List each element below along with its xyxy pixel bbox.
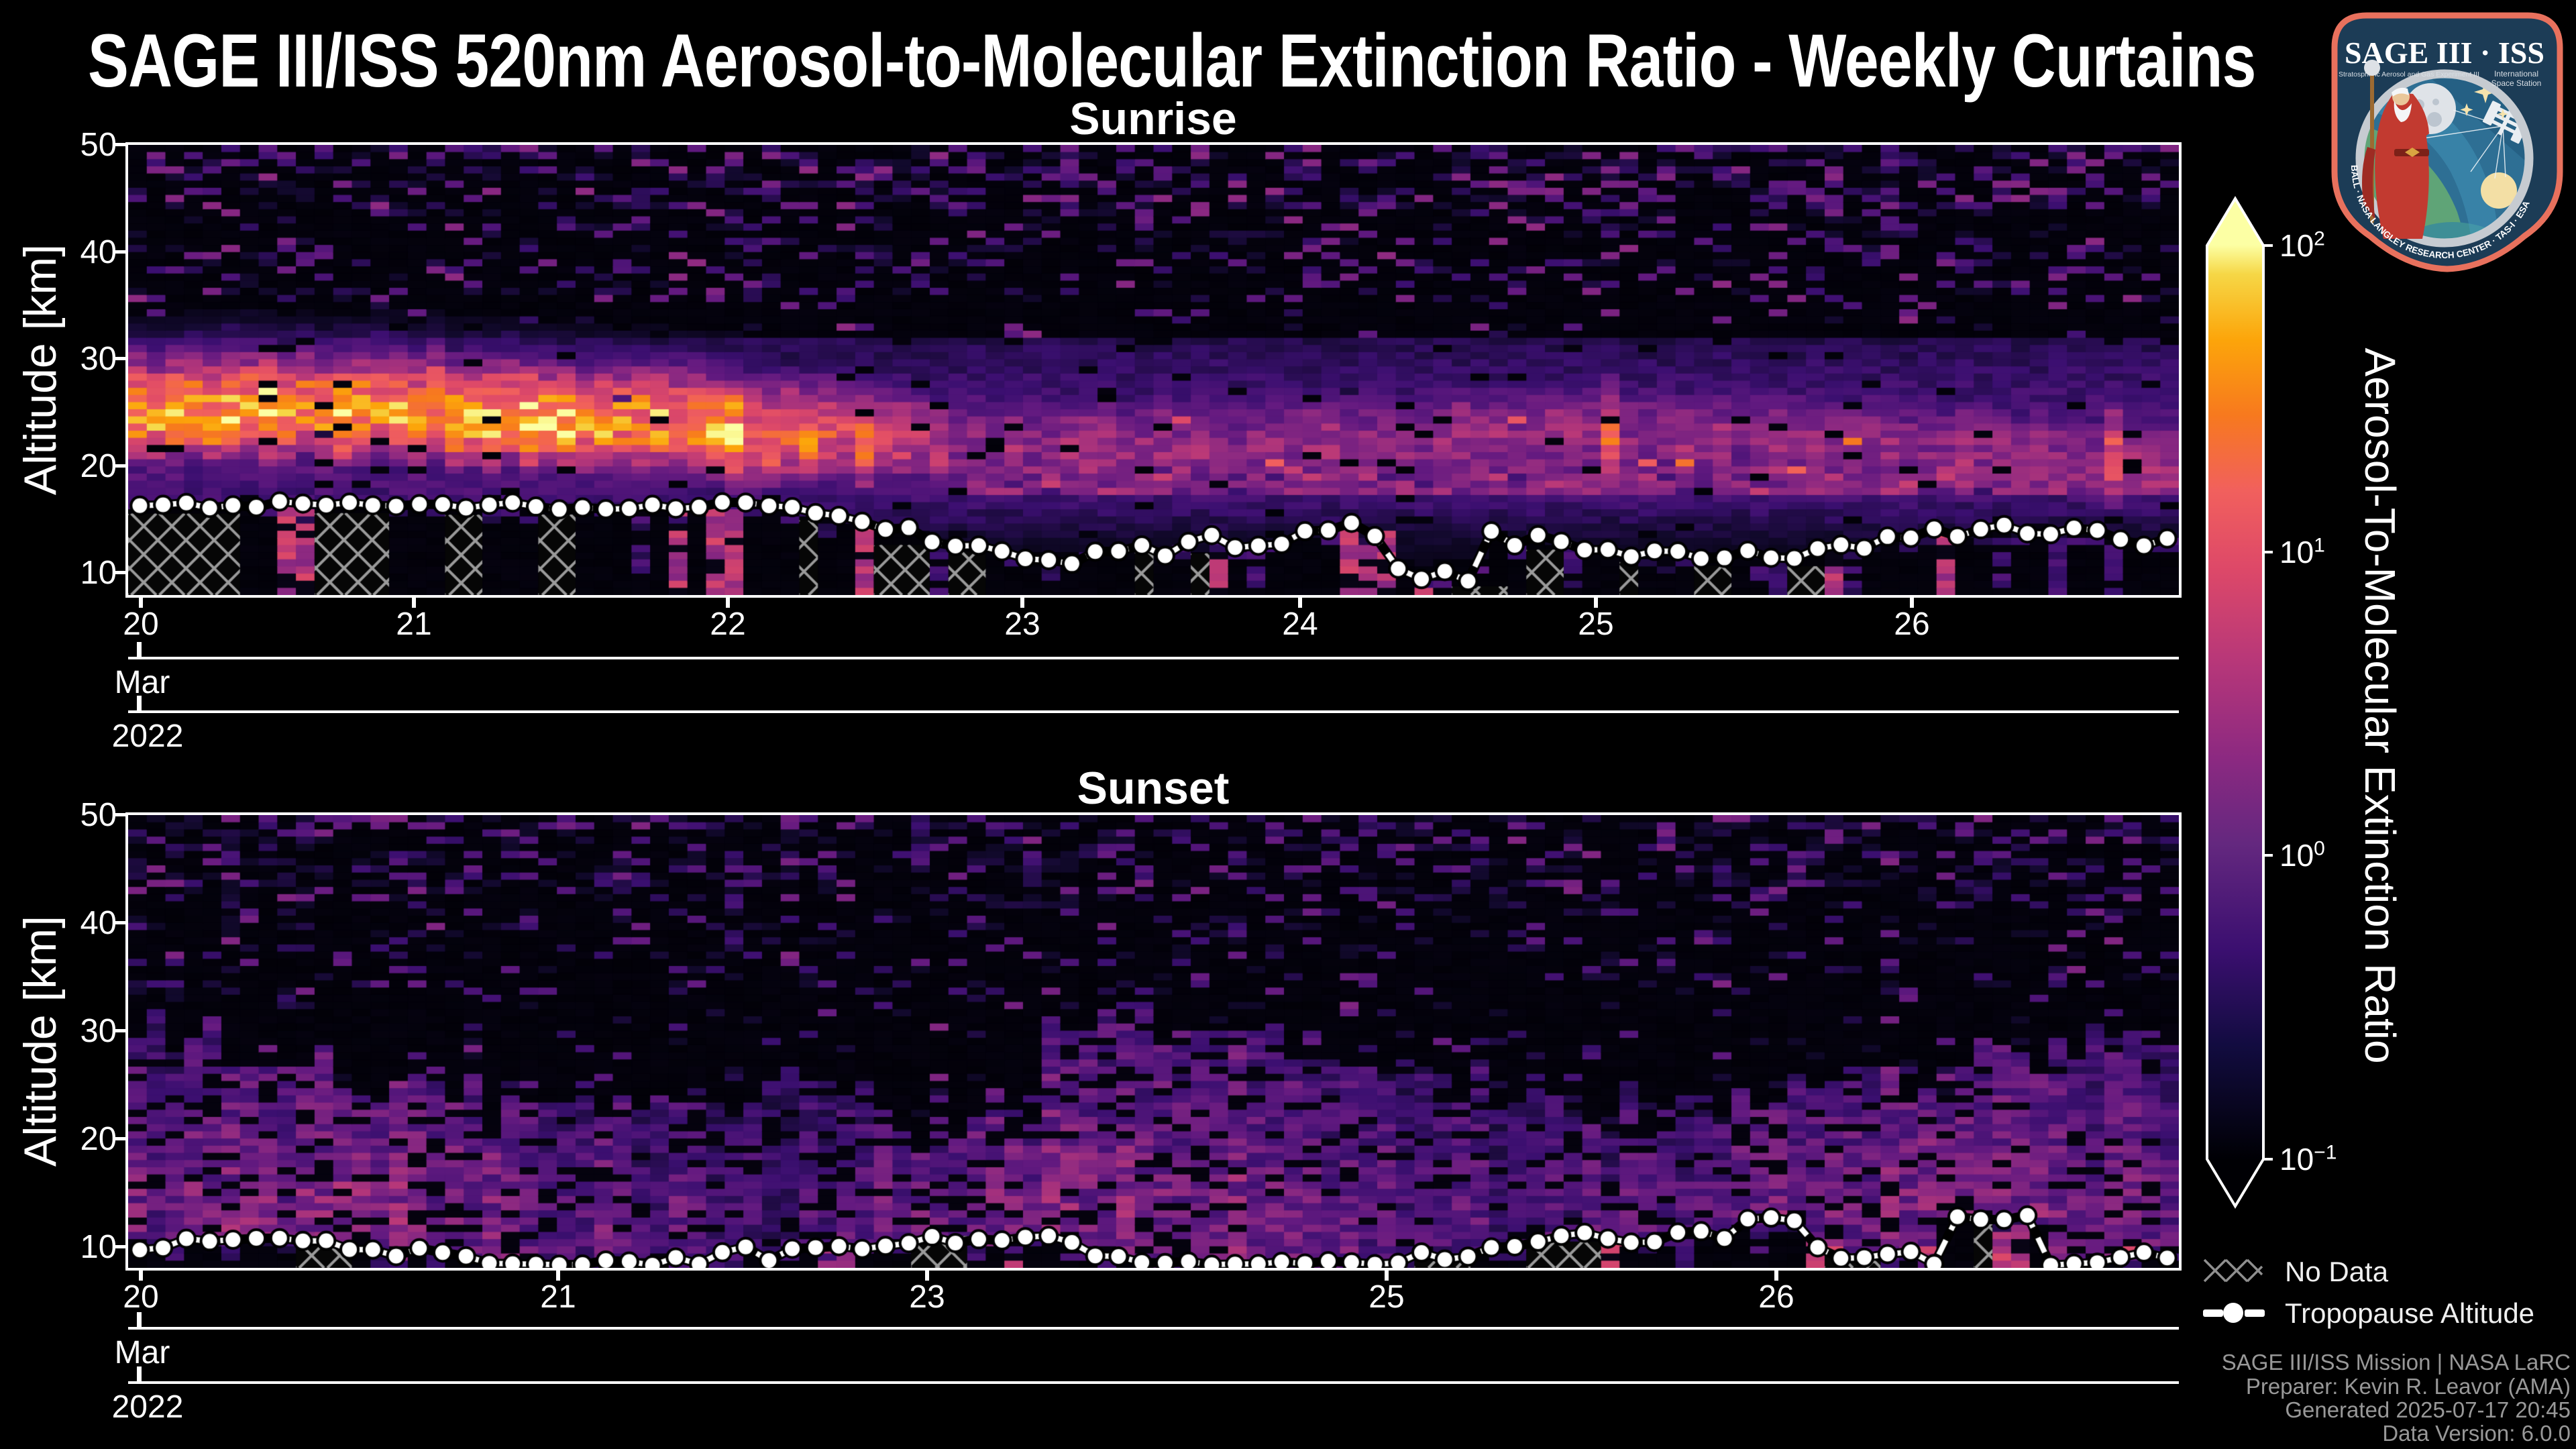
svg-text:Space Station: Space Station: [2491, 78, 2542, 88]
svg-text:International: International: [2494, 69, 2538, 78]
svg-text:Stratospheric Aerosol and Gas: Stratospheric Aerosol and Gas Experiment…: [2339, 70, 2479, 78]
